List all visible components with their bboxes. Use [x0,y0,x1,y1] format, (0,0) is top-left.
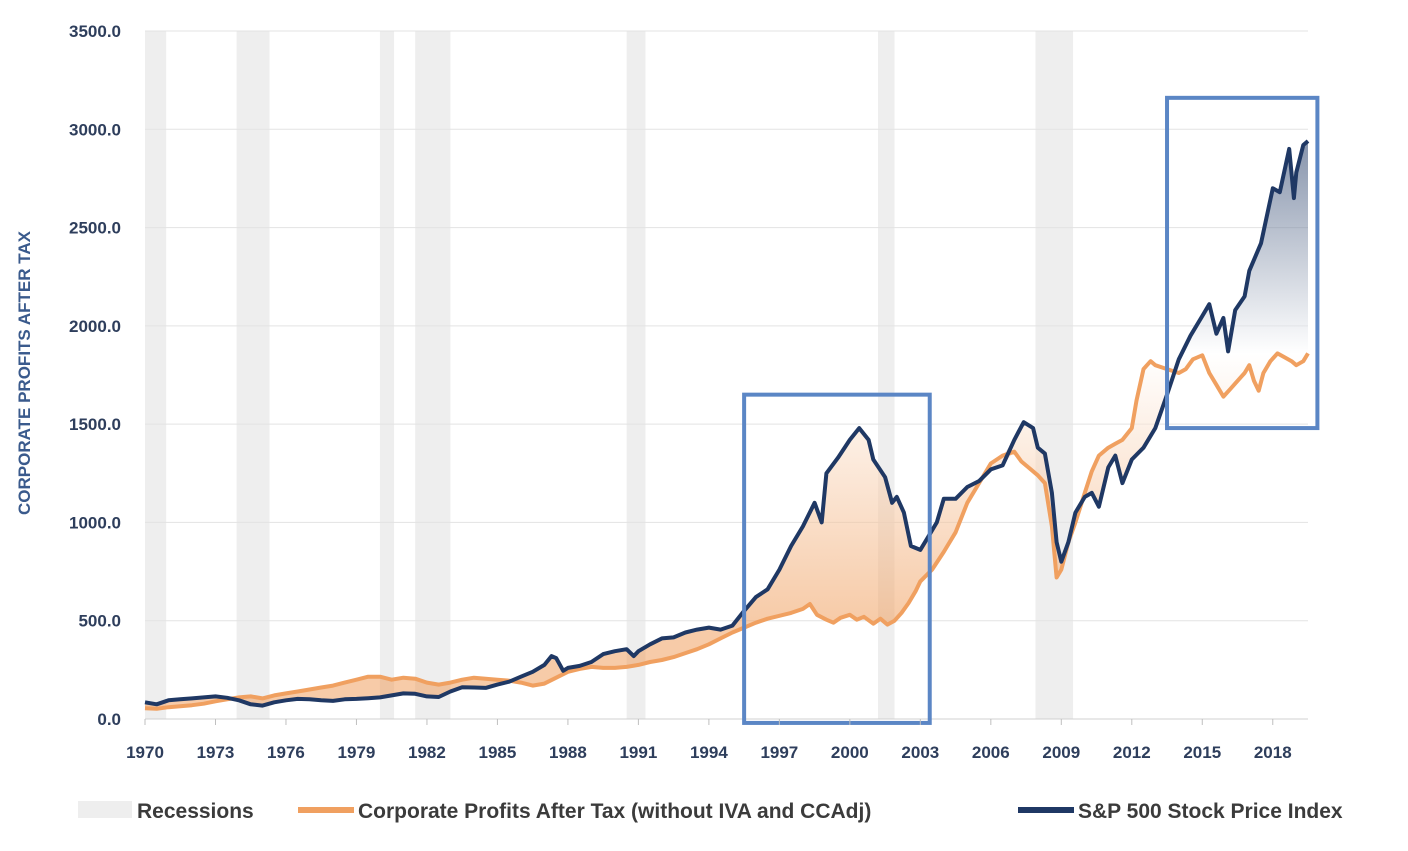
gridlines [145,30,1308,720]
highlight-boxes [742,95,1320,725]
y-tick-label: 2500.0 [69,219,121,238]
series-lines [144,139,1310,711]
y-tick-label: 1500.0 [69,415,121,434]
series-line-sp500 [144,139,1310,708]
y-tick-label: 1000.0 [69,513,121,532]
recession-band [236,31,270,719]
x-tick-label: 2003 [901,743,939,762]
y-tick-label: 2000.0 [69,317,121,336]
x-tick-label: 2000 [831,743,869,762]
x-tick-label: 2006 [972,743,1010,762]
x-tick-label: 2009 [1042,743,1080,762]
x-tick-label: 1973 [197,743,235,762]
legend-label-profits: Corporate Profits After Tax (without IVA… [358,800,871,823]
x-tick-label: 1988 [549,743,587,762]
recession-bands [145,31,1074,719]
recession-band [379,31,395,719]
y-tick-label: 3500.0 [69,22,121,41]
series-line-profits [144,351,1310,711]
x-tick-label: 1991 [619,743,657,762]
legend-label-sp500: S&P 500 Stock Price Index [1078,800,1343,823]
x-tick-label: 2015 [1183,743,1221,762]
y-axis-ticks: 0.0 500.0 1000.0 1500.0 2000.0 2500.0 3000.0 35… [69,22,121,729]
x-axis-ticks: 1970 1973 1976 1979 1982 1985 1988 1991 1994 1997… [126,719,1292,762]
recession-band [1035,31,1074,719]
y-tick-label: 0.0 [97,710,121,729]
y-tick-label: 500.0 [78,612,121,631]
recession-band [145,31,167,719]
x-tick-label: 1982 [408,743,446,762]
recession-band [415,31,451,719]
legend: Recessions Corporate Profits After Tax (… [78,800,1343,823]
recession-band [626,31,646,719]
x-tick-label: 1976 [267,743,305,762]
x-tick-label: 1970 [126,743,164,762]
highlight-box [1165,95,1320,431]
highlight-box [742,392,932,725]
x-tick-label: 1997 [760,743,798,762]
y-axis-title: CORPORATE PROFITS AFTER TAX [15,230,34,515]
x-tick-label: 1994 [690,743,728,762]
y-tick-label: 3000.0 [69,120,121,139]
legend-label-recessions: Recessions [137,800,254,823]
legend-swatch-recessions [78,801,132,818]
x-tick-label: 2012 [1113,743,1151,762]
x-tick-label: 2018 [1254,743,1292,762]
x-tick-label: 1985 [479,743,517,762]
x-tick-label: 1979 [338,743,376,762]
